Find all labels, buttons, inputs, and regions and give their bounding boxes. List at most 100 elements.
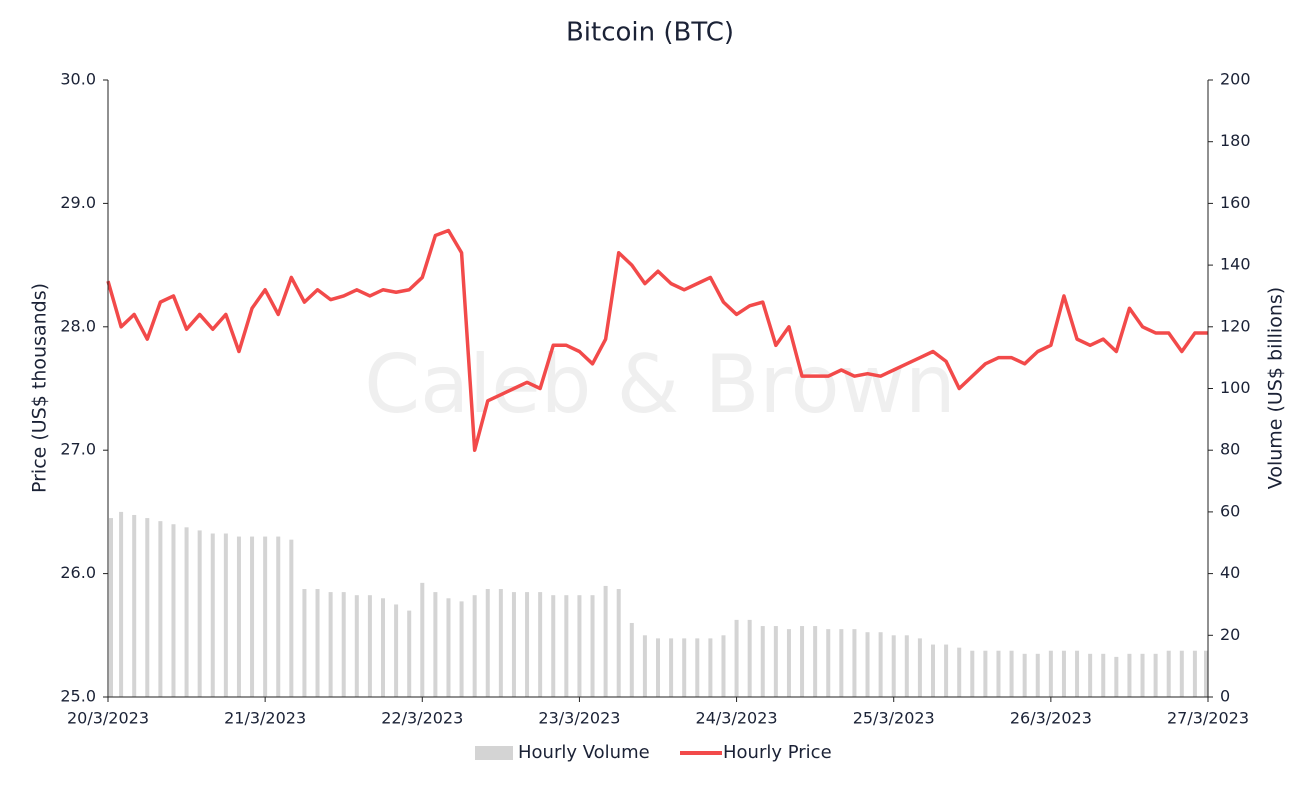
- volume-bar: [1022, 653, 1027, 697]
- volume-bar: [642, 635, 647, 697]
- volume-bar: [197, 530, 202, 697]
- volume-bar: [734, 619, 739, 697]
- volume-bar: [747, 619, 752, 697]
- y2-tick-label: 20: [1220, 625, 1240, 644]
- x-tick-label: 23/3/2023: [538, 709, 620, 728]
- watermark: Caleb & Brown: [364, 338, 955, 431]
- volume-bar: [1061, 650, 1066, 697]
- volume-bar: [1035, 653, 1040, 697]
- legend-swatch: [475, 746, 513, 760]
- volume-bar: [708, 638, 713, 697]
- y2-tick-label: 120: [1220, 316, 1251, 335]
- volume-bar: [276, 536, 281, 697]
- volume-bar: [878, 632, 883, 697]
- volume-bar: [184, 527, 189, 697]
- volume-bar: [852, 629, 857, 697]
- volume-bar: [171, 524, 176, 697]
- volume-bar: [511, 592, 516, 697]
- volume-bar: [760, 626, 765, 697]
- volume-bar: [865, 632, 870, 697]
- volume-bar: [551, 595, 556, 697]
- volume-bar: [813, 626, 818, 697]
- volume-bar: [446, 598, 451, 697]
- volume-bar: [420, 582, 425, 697]
- x-tick-label: 20/3/2023: [67, 709, 149, 728]
- volume-bar: [1204, 650, 1208, 697]
- y-tick-label: 28.0: [60, 316, 96, 335]
- volume-bar: [132, 514, 137, 697]
- volume-bar: [119, 511, 124, 697]
- y2-tick-label: 140: [1220, 255, 1251, 274]
- y2-tick-label: 200: [1220, 70, 1251, 89]
- volume-bar: [485, 589, 490, 697]
- volume-bar: [1140, 653, 1145, 697]
- volume-bar: [656, 638, 660, 697]
- y2-tick-label: 100: [1220, 378, 1251, 397]
- volume-bar: [289, 539, 294, 697]
- volume-bar: [1192, 650, 1197, 697]
- volume-bar: [315, 589, 320, 697]
- volume-bar: [394, 604, 399, 697]
- volume-bar: [210, 533, 215, 697]
- y2-tick-label: 60: [1220, 501, 1240, 520]
- volume-bar: [407, 610, 412, 697]
- volume-bar: [695, 638, 700, 697]
- volume-bar: [773, 626, 778, 697]
- volume-bar: [800, 626, 805, 697]
- volume-bar: [1179, 650, 1184, 697]
- volume-bar: [931, 644, 935, 697]
- y-axis-title: Price (US$ thousands): [29, 283, 51, 493]
- volume-bar: [433, 592, 438, 697]
- volume-bar: [917, 638, 922, 697]
- x-tick-label: 21/3/2023: [224, 709, 306, 728]
- price-line: [106, 228, 1208, 452]
- volume-bar: [629, 622, 634, 697]
- volume-bar: [223, 533, 228, 697]
- y2-tick-label: 80: [1220, 440, 1240, 459]
- volume-bar: [341, 592, 346, 697]
- volume-bar: [944, 644, 949, 697]
- volume-bar: [786, 629, 791, 697]
- legend-label: Hourly Volume: [518, 742, 650, 763]
- volume-bar: [616, 589, 621, 697]
- x-tick-label: 25/3/2023: [853, 709, 935, 728]
- volume-bar: [1166, 650, 1171, 697]
- y-tick-label: 27.0: [60, 440, 96, 459]
- volume-bar: [1114, 656, 1119, 697]
- volume-bar: [669, 638, 674, 697]
- volume-bar: [250, 536, 255, 697]
- volume-bar: [1088, 653, 1093, 697]
- y-tick-label: 30.0: [60, 70, 96, 89]
- volume-bar: [1075, 650, 1080, 697]
- volume-bar: [839, 629, 844, 697]
- volume-bar: [970, 650, 975, 697]
- volume-bar: [904, 635, 909, 697]
- chart-title: Bitcoin (BTC): [566, 18, 734, 48]
- volume-bar: [472, 595, 477, 697]
- volume-bar: [590, 595, 595, 697]
- legend-label: Hourly Price: [723, 742, 832, 763]
- volume-bar: [538, 592, 543, 697]
- volume-bar: [109, 518, 113, 697]
- volume-bar: [525, 592, 530, 697]
- volume-bar: [721, 635, 726, 697]
- volume-bar: [996, 650, 1001, 697]
- volume-bar: [1101, 653, 1106, 697]
- y2-tick-label: 0: [1220, 687, 1230, 706]
- volume-bar: [236, 536, 241, 697]
- volume-bar: [682, 638, 687, 697]
- volume-bar: [1009, 650, 1014, 697]
- volume-bar: [145, 518, 150, 697]
- volume-bar: [498, 589, 503, 697]
- volume-bar: [983, 650, 988, 697]
- y-tick-label: 29.0: [60, 193, 96, 212]
- x-tick-label: 26/3/2023: [1010, 709, 1092, 728]
- y2-tick-label: 160: [1220, 193, 1251, 212]
- volume-bar: [263, 536, 268, 697]
- volume-bar: [381, 598, 385, 697]
- x-tick-label: 24/3/2023: [696, 709, 778, 728]
- volume-bar: [328, 592, 333, 697]
- y-tick-label: 26.0: [60, 563, 96, 582]
- volume-bar: [158, 521, 163, 697]
